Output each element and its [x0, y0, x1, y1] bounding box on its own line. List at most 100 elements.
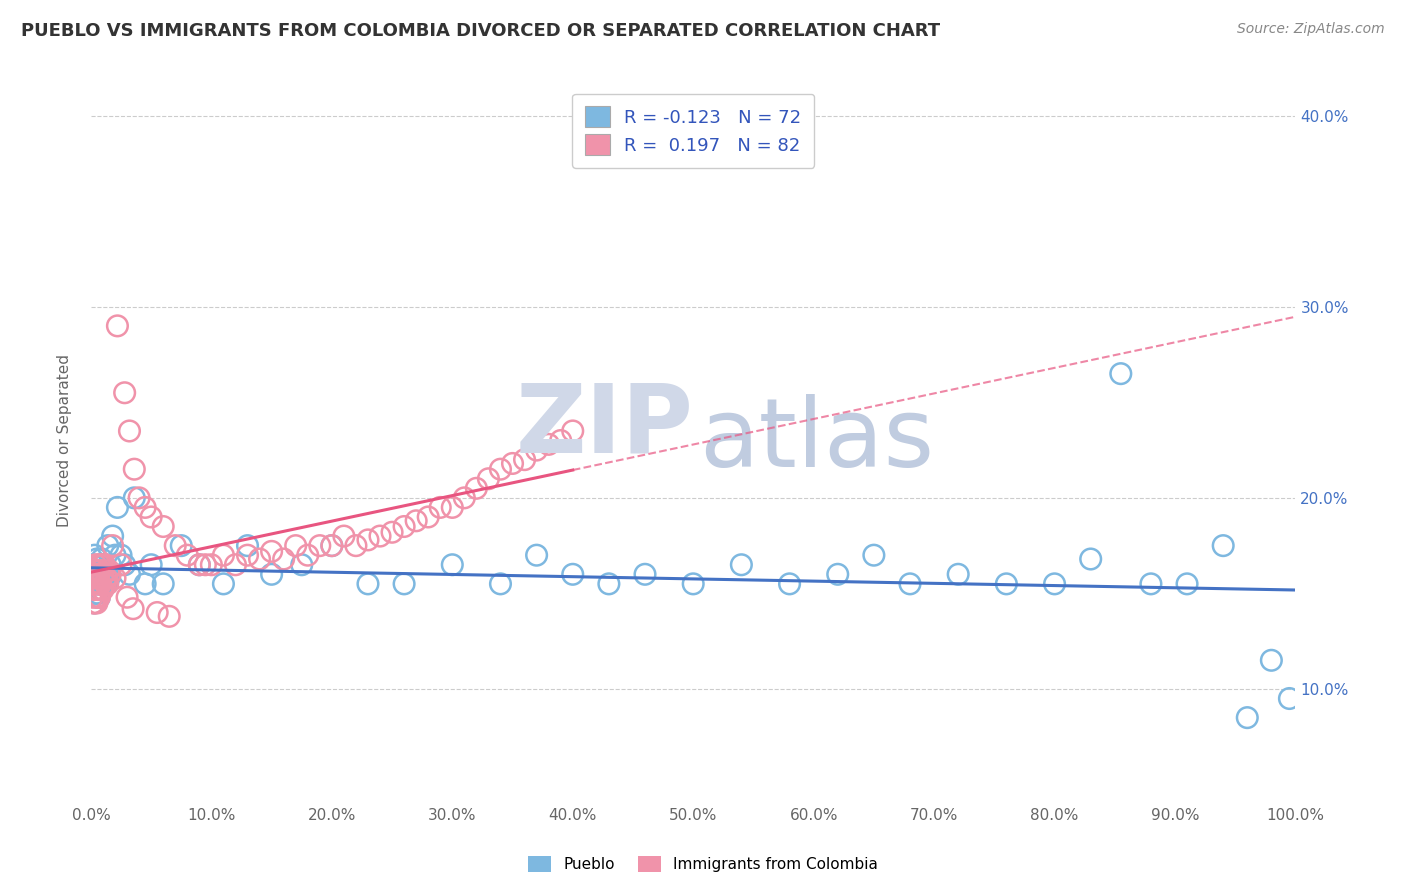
- Point: [83, 596, 105, 610]
- Point: [236, 548, 259, 562]
- Point: [392, 577, 415, 591]
- Point: [502, 457, 524, 471]
- Point: [104, 571, 127, 585]
- Point: [779, 577, 801, 591]
- Point: [86, 577, 108, 591]
- Point: [90, 552, 112, 566]
- Point: [344, 539, 367, 553]
- Point: [83, 596, 105, 610]
- Point: [995, 577, 1018, 591]
- Legend: R = -0.123   N = 72, R =  0.197   N = 82: R = -0.123 N = 72, R = 0.197 N = 82: [572, 94, 814, 168]
- Point: [489, 462, 512, 476]
- Point: [93, 558, 115, 572]
- Point: [107, 318, 129, 333]
- Point: [118, 567, 141, 582]
- Point: [94, 577, 117, 591]
- Point: [115, 591, 138, 605]
- Point: [863, 548, 886, 562]
- Point: [87, 571, 110, 585]
- Point: [83, 548, 105, 562]
- Point: [94, 577, 117, 591]
- Point: [122, 601, 145, 615]
- Point: [89, 558, 111, 572]
- Point: [114, 385, 136, 400]
- Point: [526, 548, 548, 562]
- Point: [82, 558, 104, 572]
- Point: [89, 591, 111, 605]
- Point: [91, 564, 114, 578]
- Point: [429, 500, 451, 515]
- Point: [489, 577, 512, 591]
- Point: [86, 591, 108, 605]
- Point: [141, 510, 163, 524]
- Point: [1140, 577, 1163, 591]
- Point: [86, 577, 108, 591]
- Point: [134, 500, 156, 515]
- Point: [212, 548, 235, 562]
- Point: [89, 558, 111, 572]
- Point: [84, 591, 107, 605]
- Point: [84, 577, 107, 591]
- Point: [188, 558, 211, 572]
- Point: [236, 539, 259, 553]
- Point: [212, 577, 235, 591]
- Point: [561, 567, 583, 582]
- Point: [82, 577, 104, 591]
- Point: [550, 434, 572, 448]
- Point: [273, 552, 295, 566]
- Point: [194, 558, 217, 572]
- Point: [188, 558, 211, 572]
- Point: [90, 577, 112, 591]
- Point: [357, 533, 380, 547]
- Point: [827, 567, 849, 582]
- Point: [249, 552, 271, 566]
- Text: atlas: atlas: [699, 394, 935, 487]
- Point: [124, 491, 146, 505]
- Point: [90, 577, 112, 591]
- Point: [730, 558, 752, 572]
- Point: [90, 564, 112, 578]
- Point: [124, 462, 146, 476]
- Point: [87, 586, 110, 600]
- Point: [333, 529, 356, 543]
- Point: [101, 529, 124, 543]
- Point: [477, 472, 499, 486]
- Point: [948, 567, 970, 582]
- Point: [170, 539, 193, 553]
- Point: [465, 481, 488, 495]
- Point: [107, 500, 129, 515]
- Point: [284, 539, 307, 553]
- Point: [1043, 577, 1066, 591]
- Point: [87, 564, 110, 578]
- Point: [152, 519, 174, 533]
- Point: [308, 539, 330, 553]
- Point: [291, 558, 314, 572]
- Point: [91, 582, 114, 597]
- Point: [1278, 691, 1301, 706]
- Point: [87, 582, 110, 597]
- Point: [91, 567, 114, 582]
- Point: [561, 424, 583, 438]
- Point: [513, 452, 536, 467]
- Point: [392, 519, 415, 533]
- Point: [84, 577, 107, 591]
- Point: [97, 577, 120, 591]
- Point: [82, 591, 104, 605]
- Text: Source: ZipAtlas.com: Source: ZipAtlas.com: [1237, 22, 1385, 37]
- Point: [110, 548, 132, 562]
- Point: [368, 529, 391, 543]
- Point: [1236, 711, 1258, 725]
- Point: [101, 539, 124, 553]
- Point: [82, 564, 104, 578]
- Point: [90, 582, 112, 597]
- Point: [91, 577, 114, 591]
- Point: [321, 539, 343, 553]
- Point: [86, 552, 108, 566]
- Point: [260, 567, 283, 582]
- Point: [1212, 539, 1234, 553]
- Point: [82, 567, 104, 582]
- Point: [104, 548, 127, 562]
- Point: [90, 567, 112, 582]
- Point: [441, 500, 464, 515]
- Point: [441, 558, 464, 572]
